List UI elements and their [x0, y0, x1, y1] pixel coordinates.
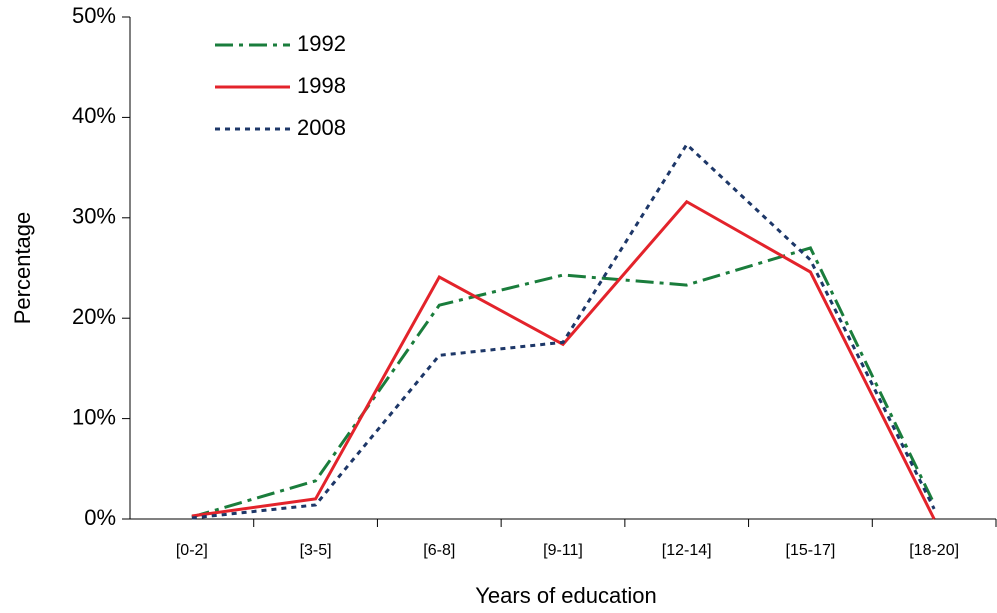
legend-label: 1998	[297, 73, 346, 98]
y-tick-label: 40%	[72, 103, 116, 128]
x-tick-label: [0-2]	[176, 542, 208, 559]
x-tick-label: [3-5]	[300, 542, 332, 559]
legend-label: 1992	[297, 31, 346, 56]
y-tick-label: 10%	[72, 404, 116, 429]
x-axis-title: Years of education	[475, 583, 656, 608]
x-tick-label: [12-14]	[662, 542, 712, 559]
y-tick-label: 30%	[72, 204, 116, 229]
x-tick-label: [18-20]	[909, 542, 959, 559]
x-tick-label: [6-8]	[423, 542, 455, 559]
y-tick-label: 50%	[72, 3, 116, 28]
series-line	[191, 199, 936, 520]
y-axis-title: Percentage	[10, 212, 35, 325]
x-tick-label: [9-11]	[543, 542, 583, 559]
series-line	[191, 142, 936, 520]
series-line	[191, 246, 936, 519]
legend-label: 2008	[297, 115, 346, 140]
x-tick-label: [15-17]	[786, 542, 836, 559]
y-tick-label: 20%	[72, 304, 116, 329]
y-tick-label: 0%	[84, 505, 116, 530]
